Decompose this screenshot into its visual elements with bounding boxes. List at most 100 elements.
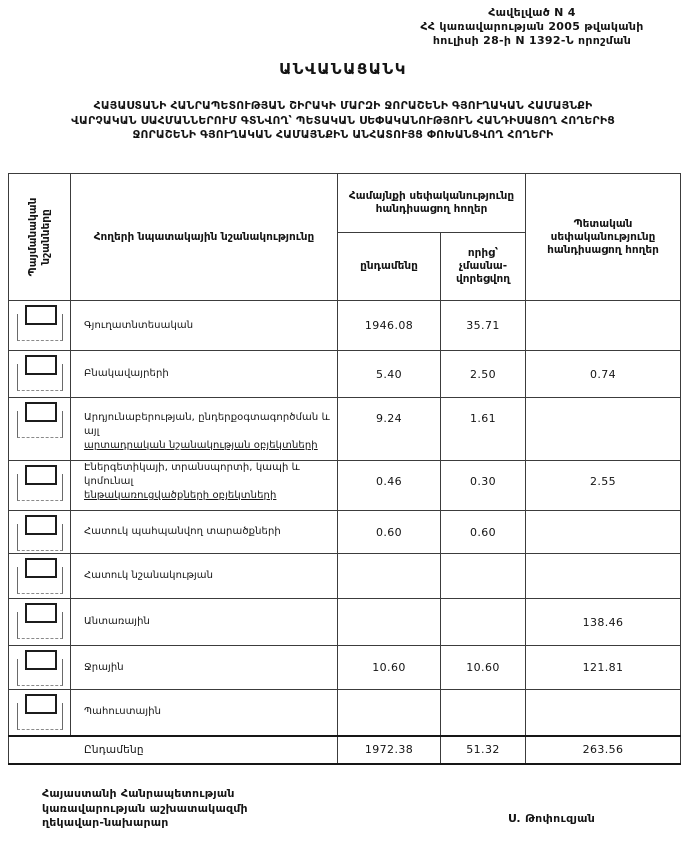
swatch-outline [16, 612, 63, 639]
table-row: Արդյունաբերության, ընդերքօգտագործման և ա… [8, 397, 682, 461]
cell-total: 1946.08 [337, 300, 441, 351]
swatch-outline [16, 411, 63, 438]
header-row-1: Պայմանական նշանները Հողերի նպատակային նշ… [8, 173, 682, 301]
cell-non-privatizable: 2.50 [439, 350, 527, 398]
legend-swatch [15, 650, 65, 686]
swatch-outline [16, 703, 63, 730]
appendix-line: ՀՀ կառավարության 2005 թվականի [420, 20, 644, 33]
swatch-box [24, 515, 57, 535]
cell-non-privatizable [439, 553, 527, 599]
cell-state [525, 510, 682, 554]
legend-swatch-cell [8, 598, 71, 646]
swatch-outline [16, 567, 63, 594]
signatory-title-line: կառավարության աշխատակազմի [42, 801, 248, 815]
table-row: Գյուղատնտեսական 1946.08 35.71 [8, 300, 682, 351]
column-header-signs-label: Պայմանական նշանները [26, 197, 52, 277]
cell-non-privatizable [439, 598, 527, 646]
swatch-box [24, 694, 57, 714]
column-header-community-group: Համայնքի սեփականությունը հանդիսացող հողե… [336, 173, 527, 233]
cell-state: 121.81 [525, 645, 682, 690]
row-label: Գյուղատնտեսական [70, 300, 338, 351]
column-header-state: Պետական սեփականությունը հանդիսացող հողեր [525, 173, 682, 301]
total-row-label: Ընդամենը [8, 734, 338, 765]
cell-state: 0.74 [525, 350, 682, 398]
total-cell-state: 263.56 [525, 734, 682, 765]
cell-total [337, 689, 441, 736]
signatory-title-block: Հայաստանի Հանրապետության կառավարության ա… [42, 787, 248, 831]
cell-total: 5.40 [337, 350, 441, 398]
swatch-outline [16, 314, 63, 341]
cell-state: 138.46 [525, 598, 682, 646]
table-row: Պահուստային [8, 689, 682, 736]
cell-total: 0.46 [337, 460, 441, 511]
cell-state [525, 300, 682, 351]
cell-non-privatizable: 1.61 [439, 397, 527, 461]
total-row: Ընդամենը 1972.38 51.32 263.56 [8, 734, 682, 765]
swatch-box [24, 305, 57, 325]
row-label: Պահուստային [70, 689, 338, 736]
swatch-box [24, 402, 57, 422]
row-label: Բնակավայրերի [70, 350, 338, 398]
appendix-line: հուլիսի 28-ի N 1392-Ն որոշման [432, 34, 632, 47]
row-label: Անտառային [70, 598, 338, 646]
signatory-title-line: ղեկավար-նախարար [42, 816, 169, 829]
cell-non-privatizable: 35.71 [439, 300, 527, 351]
legend-swatch-cell [8, 460, 71, 511]
cell-total: 10.60 [337, 645, 441, 690]
subtitle-line: ՎԱՐՉԱԿԱՆ ՍԱՀՄԱՆՆԵՐՈՒՄ ԳՏՆՎՈՂ՝ ՊԵՏԱԿԱՆ ՍԵ… [71, 113, 615, 127]
appendix-line: Հավելված N 4 [488, 6, 576, 19]
cell-state: 2.55 [525, 460, 682, 511]
swatch-box [24, 465, 57, 485]
cell-non-privatizable [439, 689, 527, 736]
column-header-total: ընդամենը [337, 232, 441, 301]
table-row: Հատուկ պահպանվող տարածքների 0.60 0.60 [8, 510, 682, 554]
swatch-box [24, 558, 57, 578]
cell-total [337, 598, 441, 646]
column-header-signs: Պայմանական նշանները [8, 173, 71, 301]
legend-swatch [15, 402, 65, 438]
table-row: Բնակավայրերի 5.40 2.50 0.74 [8, 350, 682, 398]
cell-total: 9.24 [337, 397, 441, 461]
total-cell-total: 1972.38 [337, 734, 441, 765]
header-row-2: ընդամենը որից՝ չմասնա-վորեցվող [9, 232, 681, 301]
row-label: Ջրային [70, 645, 338, 690]
legend-swatch-cell [8, 645, 71, 690]
swatch-outline [16, 659, 63, 686]
legend-swatch [15, 515, 65, 551]
legend-swatch-cell [8, 300, 71, 351]
legend-swatch-cell [8, 510, 71, 554]
swatch-outline [16, 524, 63, 551]
legend-swatch [15, 465, 65, 501]
subtitle-line: ՋՈՐԱՇԵՆԻ ԳՅՈՒՂԱԿԱՆ ՀԱՄԱՅՆՔԻՆ ԱՆՀԱՏՈՒՅՑ Փ… [132, 128, 554, 141]
cell-state [525, 553, 682, 599]
swatch-box [24, 355, 57, 375]
cell-non-privatizable: 0.60 [439, 510, 527, 554]
total-cell-non-privatizable: 51.32 [439, 734, 527, 765]
signature-name: Ս. Թոփուզյան [508, 812, 596, 825]
land-table-wrapper: Պայմանական նշանները Հողերի նպատակային նշ… [8, 173, 682, 765]
table-row: Էներգետիկայի, տրանսպորտի, կապի և կոմունա… [8, 460, 682, 511]
table-row: Հատուկ նշանակության [8, 553, 682, 599]
row-label: Հատուկ նշանակության [70, 553, 338, 599]
land-table: Պայմանական նշանները Հողերի նպատակային նշ… [8, 173, 682, 765]
swatch-outline [16, 474, 63, 501]
table-row: Անտառային 138.46 [8, 598, 682, 646]
legend-swatch-cell [8, 553, 71, 599]
legend-swatch [15, 355, 65, 391]
legend-swatch-cell [8, 350, 71, 398]
row-label: Հատուկ պահպանվող տարածքների [70, 510, 338, 554]
cell-total: 0.60 [337, 510, 441, 554]
column-header-purpose: Հողերի նպատակային նշանակությունը [70, 173, 338, 301]
swatch-outline [16, 364, 63, 391]
cell-state [525, 397, 682, 461]
legend-swatch [15, 305, 65, 341]
swatch-box [24, 603, 57, 623]
cell-non-privatizable: 0.30 [439, 460, 527, 511]
legend-swatch [15, 694, 65, 730]
swatch-box [24, 650, 57, 670]
row-label: Արդյունաբերության, ընդերքօգտագործման և ա… [70, 397, 338, 461]
cell-non-privatizable: 10.60 [439, 645, 527, 690]
legend-swatch-cell [8, 397, 71, 461]
appendix-note: Հավելված N 4 ՀՀ կառավարության 2005 թվակա… [382, 6, 682, 48]
